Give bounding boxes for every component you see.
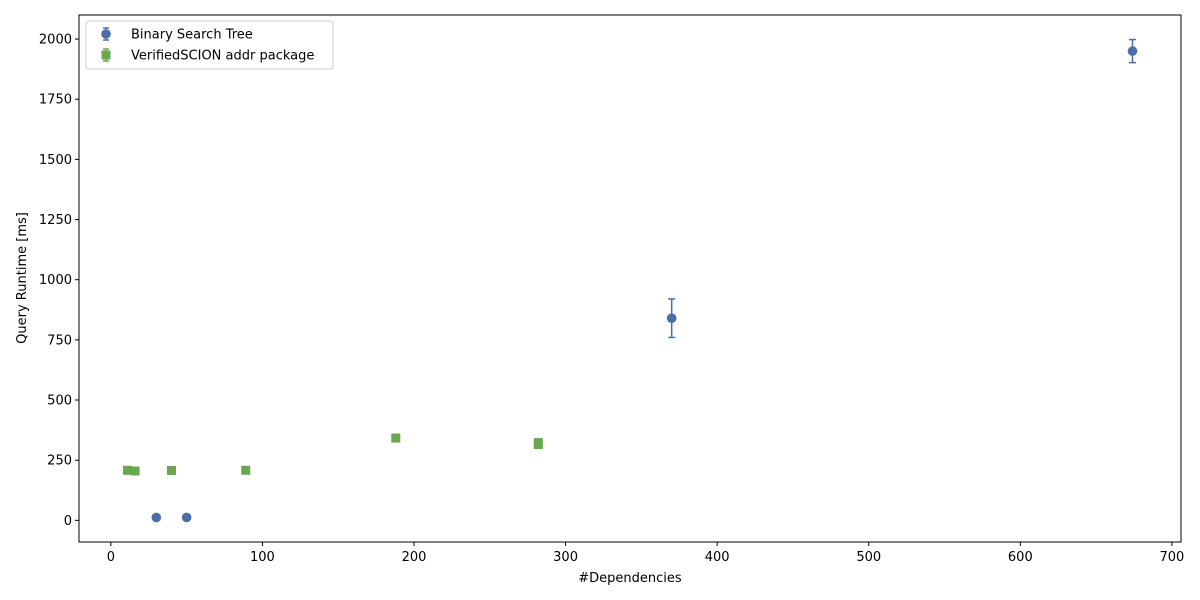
- square-point-series-1: [166, 466, 176, 476]
- square-point-series-1: [130, 466, 140, 476]
- x-axis: 0 100 200 300 400 500 600 700: [107, 542, 1184, 565]
- x-tick-label: 600: [1008, 550, 1033, 565]
- x-tick-label: 500: [856, 550, 881, 565]
- x-axis-title: #Dependencies: [578, 571, 682, 586]
- square-point-series-1: [533, 440, 543, 450]
- plot-area: [78, 14, 1182, 543]
- x-tick-label: 100: [250, 550, 275, 565]
- y-tick-label: 1500: [39, 153, 72, 168]
- legend-box: [85, 20, 334, 70]
- y-tick-label: 750: [47, 333, 72, 348]
- y-tick-label: 500: [47, 394, 72, 409]
- circle-point-series-0: [151, 512, 162, 523]
- legend-label: VerifiedSCION addr package: [131, 49, 314, 64]
- y-tick-label: 0: [64, 514, 72, 529]
- square-point-series-1: [391, 433, 401, 443]
- y-tick-label: 2000: [39, 33, 72, 48]
- x-tick-label: 400: [705, 550, 730, 565]
- y-tick-label: 250: [47, 454, 72, 469]
- legend-label: Binary Search Tree: [131, 28, 253, 43]
- x-tick-label: 0: [107, 550, 115, 565]
- y-tick-label: 1000: [39, 273, 72, 288]
- legend-marker: [101, 29, 111, 39]
- y-tick-label: 1750: [39, 93, 72, 108]
- data-marks: [123, 38, 1138, 523]
- circle-point-series-0: [666, 313, 677, 324]
- circle-point-series-0: [1127, 46, 1138, 56]
- x-tick-label: 200: [402, 550, 427, 565]
- x-tick-label: 300: [553, 550, 578, 565]
- square-point-series-1: [241, 465, 251, 475]
- y-axis-title: Query Runtime [ms]: [15, 212, 30, 344]
- legend: Binary Search Tree VerifiedSCION addr pac…: [85, 20, 334, 70]
- x-tick-label: 700: [1159, 550, 1184, 565]
- y-tick-label: 1250: [39, 213, 72, 228]
- y-axis: 0 250 500 750 1000 1250 1500 1750 2000: [39, 33, 79, 529]
- square-point-series-1: [123, 465, 133, 475]
- circle-point-series-0: [181, 512, 192, 523]
- legend-marker: [101, 50, 111, 60]
